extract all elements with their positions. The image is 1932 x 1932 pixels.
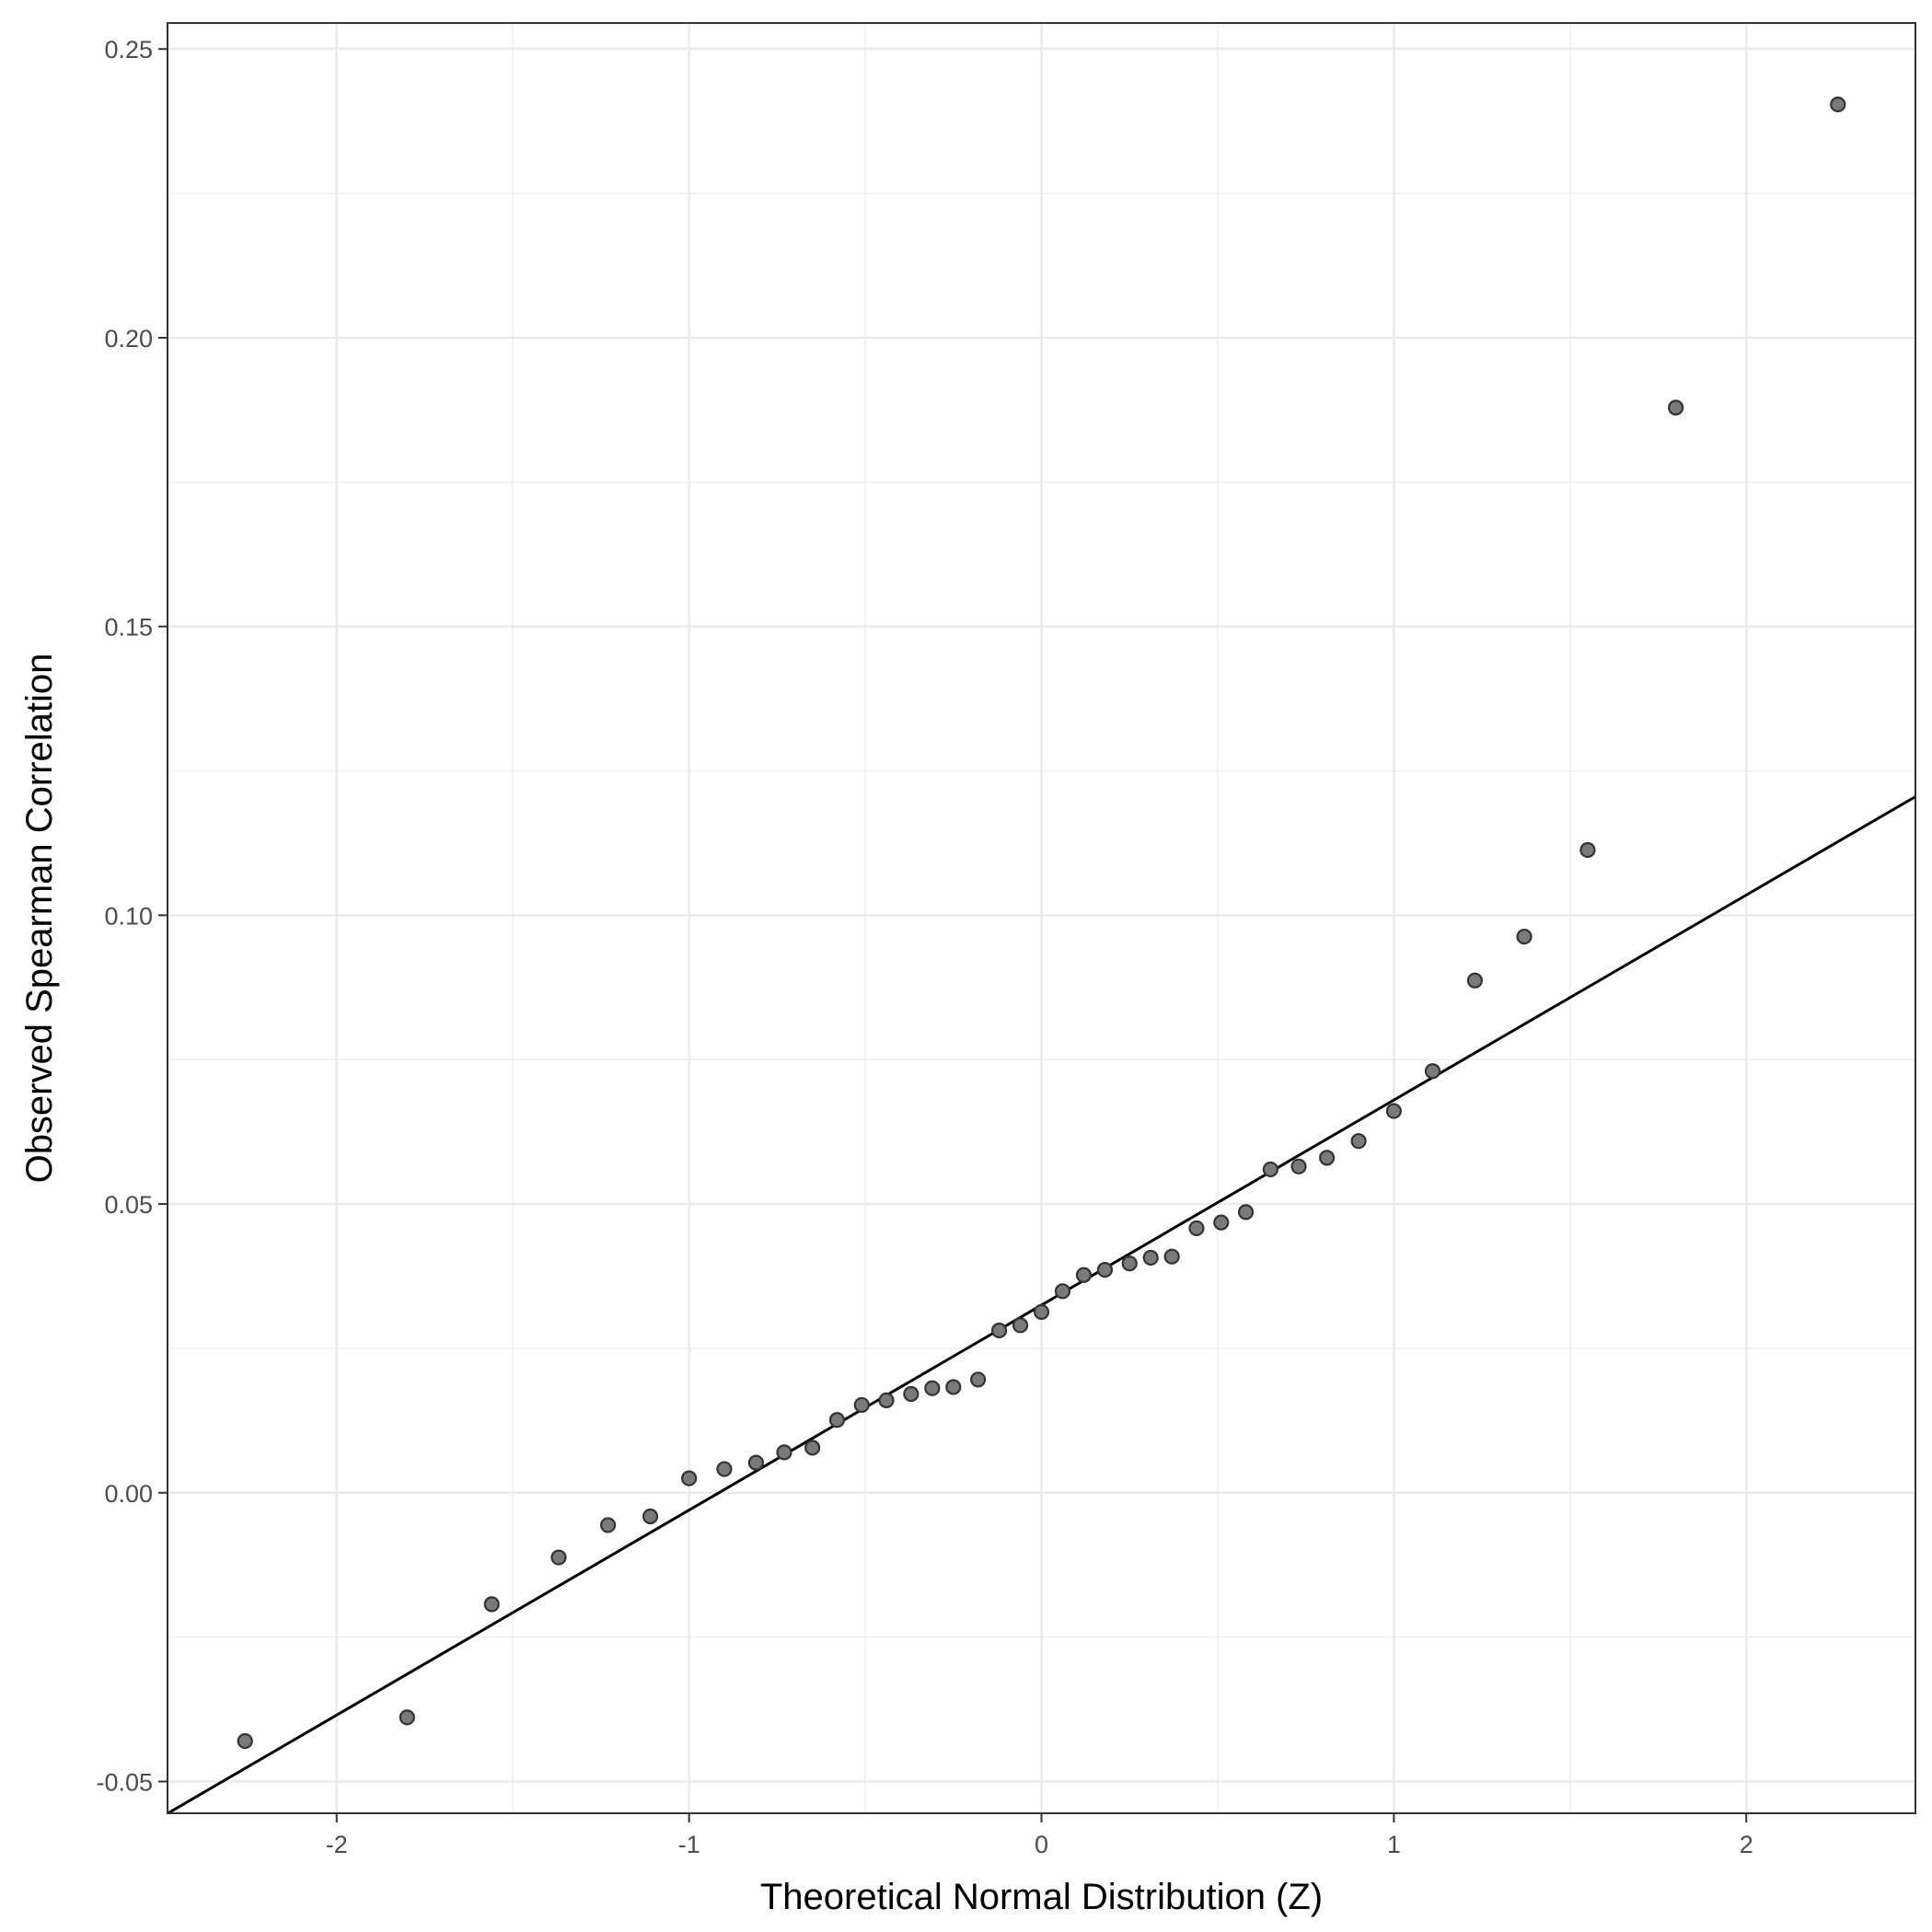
data-point-5 <box>642 1508 659 1525</box>
data-point-18 <box>990 1322 1008 1339</box>
data-point-32 <box>1319 1150 1336 1166</box>
data-point-13 <box>878 1392 895 1408</box>
y-tick-label-6: 0.25 <box>104 36 153 64</box>
data-point-33 <box>1350 1133 1367 1150</box>
y-tick-label-4: 0.15 <box>104 614 153 642</box>
data-point-20 <box>1033 1303 1050 1321</box>
data-point-35 <box>1424 1063 1441 1080</box>
data-point-0 <box>237 1732 253 1750</box>
x-tick-label-0: -2 <box>326 1831 348 1858</box>
data-point-12 <box>853 1396 870 1414</box>
data-point-8 <box>747 1454 764 1471</box>
data-point-11 <box>828 1412 846 1429</box>
data-point-30 <box>1262 1161 1278 1178</box>
data-point-36 <box>1466 972 1484 989</box>
y-tick-label-1: 0.00 <box>104 1480 153 1508</box>
x-tick-label-2: 0 <box>1035 1831 1048 1858</box>
data-point-6 <box>681 1470 698 1487</box>
y-tick-label-0: -0.05 <box>96 1768 153 1796</box>
data-point-39 <box>1668 399 1684 416</box>
data-point-29 <box>1237 1204 1255 1221</box>
data-point-9 <box>776 1444 792 1461</box>
data-point-25 <box>1142 1249 1159 1267</box>
data-point-4 <box>599 1517 617 1533</box>
y-tick-label-3: 0.10 <box>104 902 153 930</box>
data-point-22 <box>1075 1267 1093 1283</box>
x-tick-label-4: 2 <box>1740 1831 1753 1858</box>
data-point-3 <box>550 1549 567 1566</box>
y-axis-title: Observed Spearman Correlation <box>19 654 60 1184</box>
data-point-37 <box>1516 928 1533 945</box>
y-tick-label-5: 0.20 <box>104 325 153 353</box>
data-point-15 <box>924 1380 941 1396</box>
x-axis-title: Theoretical Normal Distribution (Z) <box>760 1877 1323 1917</box>
data-point-26 <box>1163 1248 1180 1265</box>
data-point-40 <box>1830 96 1846 113</box>
x-tick-label-3: 1 <box>1387 1831 1401 1858</box>
y-tick-label-2: 0.05 <box>104 1191 153 1219</box>
x-axis-ticks: -2 -1 0 1 2 <box>326 1813 1753 1858</box>
data-point-31 <box>1290 1158 1307 1174</box>
data-point-38 <box>1579 841 1596 859</box>
data-point-10 <box>804 1440 821 1456</box>
data-point-24 <box>1121 1255 1138 1272</box>
data-point-19 <box>1012 1317 1029 1334</box>
data-point-23 <box>1096 1261 1114 1278</box>
data-point-14 <box>903 1385 920 1403</box>
grid-major <box>168 23 1915 1813</box>
data-point-21 <box>1054 1283 1071 1300</box>
data-point-27 <box>1188 1220 1205 1237</box>
data-point-2 <box>483 1596 500 1613</box>
x-tick-label-1: -1 <box>678 1831 700 1858</box>
data-points <box>237 96 1846 1750</box>
data-point-7 <box>716 1461 733 1477</box>
data-point-1 <box>399 1709 415 1726</box>
data-point-16 <box>945 1379 962 1395</box>
y-axis-ticks: -0.05 0.00 0.05 0.10 0.15 0.20 0.25 <box>96 36 168 1796</box>
data-point-17 <box>969 1371 987 1388</box>
data-point-28 <box>1213 1214 1230 1231</box>
data-point-34 <box>1385 1103 1402 1119</box>
